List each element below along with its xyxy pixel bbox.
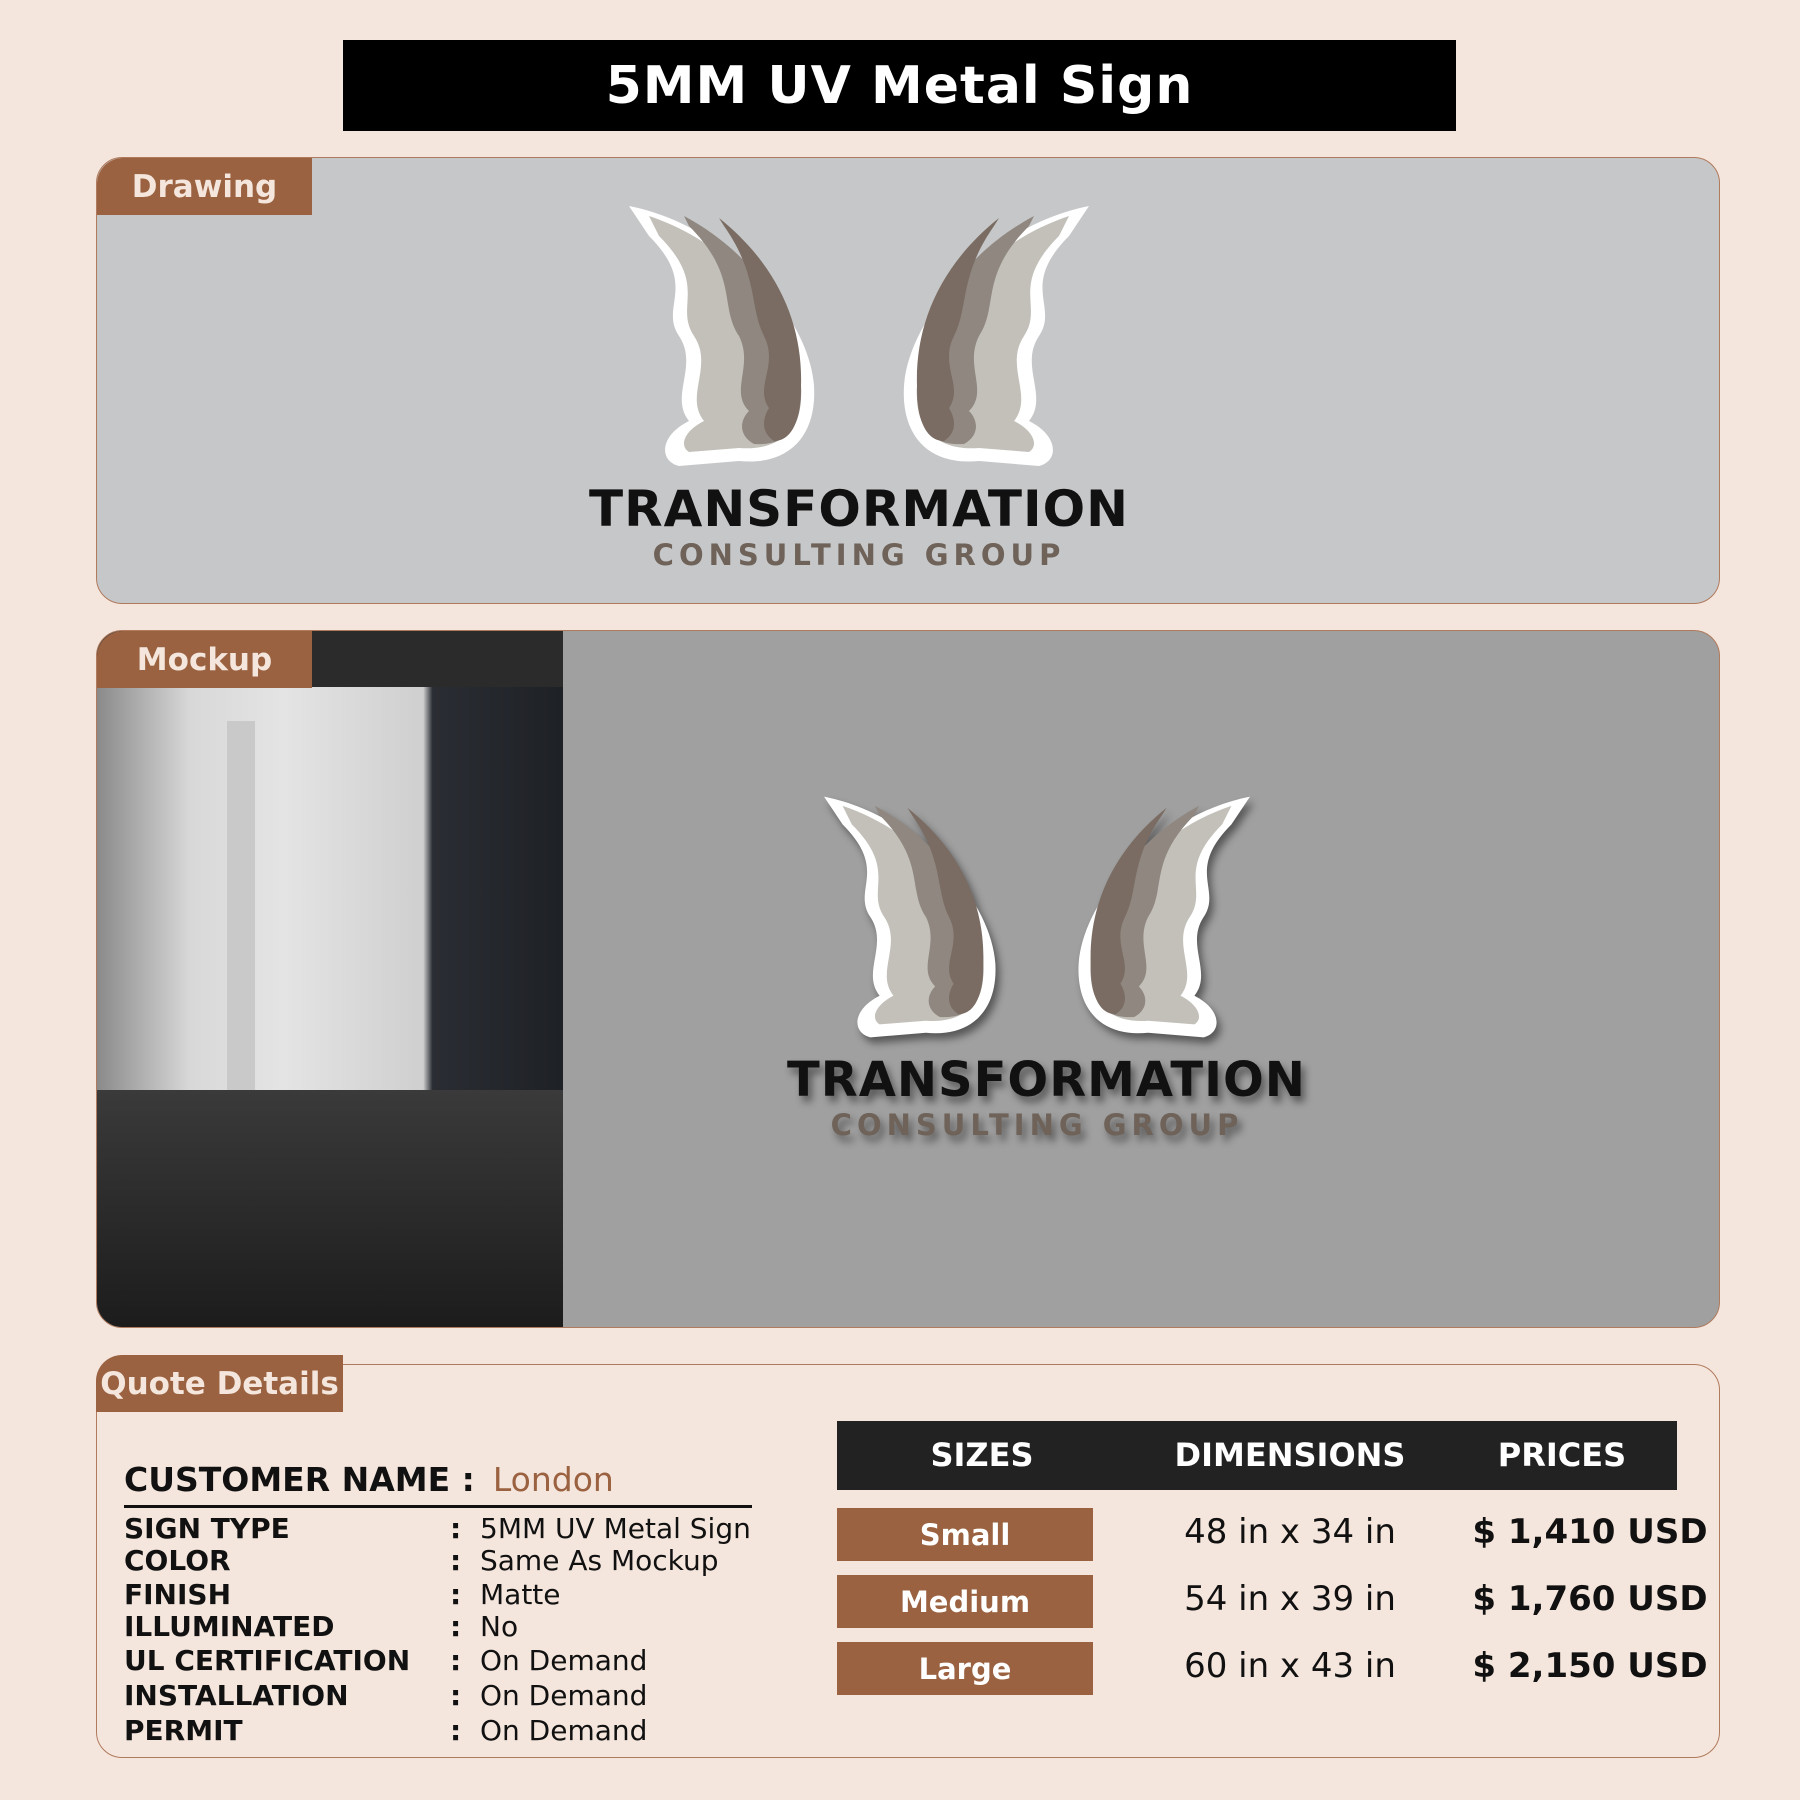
detail-value: Same As Mockup <box>480 1544 719 1577</box>
detail-value: On Demand <box>480 1714 648 1747</box>
price: $ 1,760 USD <box>1472 1579 1708 1619</box>
page-title: 5MM UV Metal Sign <box>343 40 1456 131</box>
detail-row: UL CERTIFICATION: On Demand <box>124 1644 647 1678</box>
detail-row: PERMIT: On Demand <box>124 1714 647 1748</box>
logo-line2: CONSULTING GROUP <box>830 1108 1244 1142</box>
detail-row: FINISH: Matte <box>124 1578 561 1612</box>
separator: : <box>450 1610 462 1643</box>
wings-icon <box>824 796 1250 1038</box>
detail-row: ILLUMINATED: No <box>124 1610 518 1644</box>
detail-label: INSTALLATION <box>124 1679 349 1712</box>
logo-line2: CONSULTING GROUP <box>652 538 1066 572</box>
dimension: 54 in x 39 in <box>1184 1579 1396 1619</box>
size-medium: Medium <box>837 1575 1093 1628</box>
detail-label: PERMIT <box>124 1714 243 1747</box>
detail-row: SIGN TYPE:5MM UV Metal Sign <box>124 1512 751 1546</box>
detail-value: Matte <box>480 1578 561 1611</box>
price-table-header: SIZES DIMENSIONS PRICES <box>837 1421 1677 1490</box>
detail-row: INSTALLATION: On Demand <box>124 1679 647 1713</box>
customer-label: CUSTOMER NAME : <box>124 1460 475 1499</box>
separator: : <box>450 1679 462 1712</box>
detail-value: On Demand <box>480 1644 648 1677</box>
detail-value: No <box>480 1610 519 1643</box>
size-small: Small <box>837 1508 1093 1561</box>
office-photo <box>97 631 563 1327</box>
mockup-logo: TRANSFORMATION CONSULTING GROUP <box>787 786 1306 1142</box>
separator: : <box>450 1714 462 1747</box>
header-sizes: SIZES <box>930 1436 1034 1474</box>
detail-value: 5MM UV Metal Sign <box>480 1512 751 1545</box>
detail-label: FINISH <box>124 1578 231 1611</box>
logo-line1: TRANSFORMATION <box>787 1052 1306 1108</box>
price: $ 1,410 USD <box>1472 1512 1708 1552</box>
dimension: 60 in x 43 in <box>1184 1646 1396 1686</box>
header-dimensions: DIMENSIONS <box>1174 1436 1406 1474</box>
separator: : <box>450 1644 462 1677</box>
header-prices: PRICES <box>1497 1436 1627 1474</box>
price: $ 2,150 USD <box>1472 1646 1708 1686</box>
detail-label: ILLUMINATED <box>124 1610 335 1643</box>
dimension: 48 in x 34 in <box>1184 1512 1396 1552</box>
detail-value: On Demand <box>480 1679 648 1712</box>
size-large: Large <box>837 1642 1093 1695</box>
customer-value: London <box>492 1460 614 1499</box>
drawing-panel: Drawing TRANSFORMATION CONSULTING GROUP <box>96 157 1720 604</box>
mockup-panel: Mockup TRANSFORMATION CONSULTING GROUP <box>96 630 1720 1328</box>
detail-label: UL CERTIFICATION <box>124 1644 411 1677</box>
quote-tab: Quote Details <box>96 1355 343 1412</box>
customer-name: CUSTOMER NAME : London <box>124 1460 752 1508</box>
separator: : <box>450 1512 462 1545</box>
mockup-tab: Mockup <box>97 631 312 688</box>
detail-label: SIGN TYPE <box>124 1512 290 1545</box>
detail-label: COLOR <box>124 1544 231 1577</box>
detail-row: COLOR: Same As Mockup <box>124 1544 719 1578</box>
separator: : <box>450 1544 462 1577</box>
company-logo: TRANSFORMATION CONSULTING GROUP <box>589 196 1129 572</box>
drawing-tab: Drawing <box>97 158 312 215</box>
logo-line1: TRANSFORMATION <box>589 480 1129 538</box>
wings-icon <box>629 206 1089 466</box>
separator: : <box>450 1578 462 1611</box>
